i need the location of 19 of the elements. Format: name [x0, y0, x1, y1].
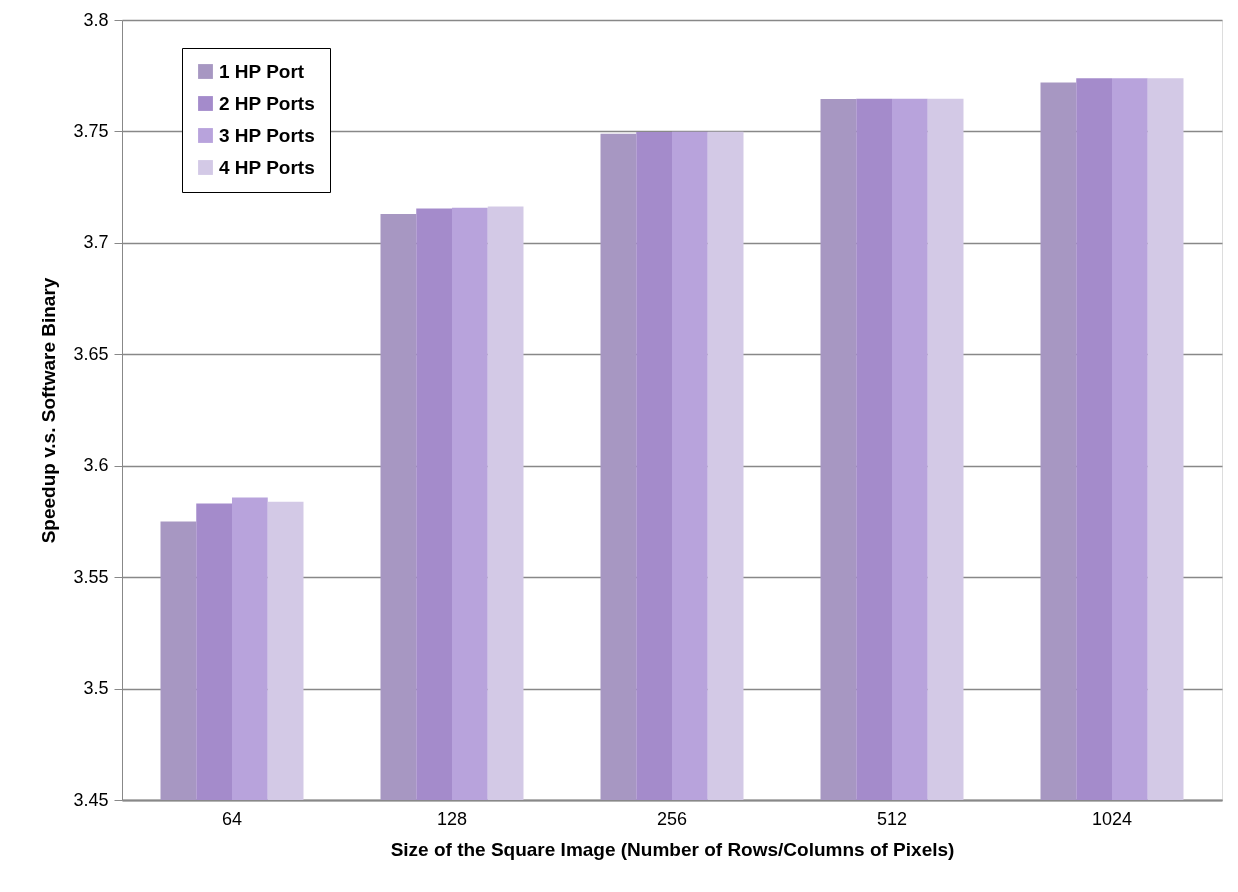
x-tick-label: 128: [436, 808, 468, 829]
x-tick-label: 1024: [1091, 808, 1133, 829]
y-axis-title: Speedup v.s. Software Binary: [38, 277, 60, 544]
y-tick-label: 3.5: [83, 678, 109, 699]
x-axis-title: Size of the Square Image (Number of Rows/Columns of Pixels): [390, 838, 955, 860]
legend-label: 1 HP Port: [219, 60, 305, 82]
x-tick-label: 512: [876, 808, 908, 829]
x-tick-label: 256: [656, 808, 688, 829]
y-tick-label: 3.55: [73, 566, 109, 587]
legend-label: 4 HP Ports: [219, 156, 315, 178]
y-tick-label: 3.45: [73, 789, 109, 810]
y-tick-label: 3.65: [73, 343, 109, 364]
legend-label: 2 HP Ports: [219, 92, 315, 114]
y-tick-label: 3.6: [83, 455, 109, 476]
y-tick-label: 3.8: [83, 9, 109, 30]
y-tick-label: 3.75: [73, 120, 109, 141]
legend-label: 3 HP Ports: [219, 124, 315, 146]
x-tick-label: 64: [221, 808, 243, 829]
y-tick-label: 3.7: [83, 232, 109, 253]
